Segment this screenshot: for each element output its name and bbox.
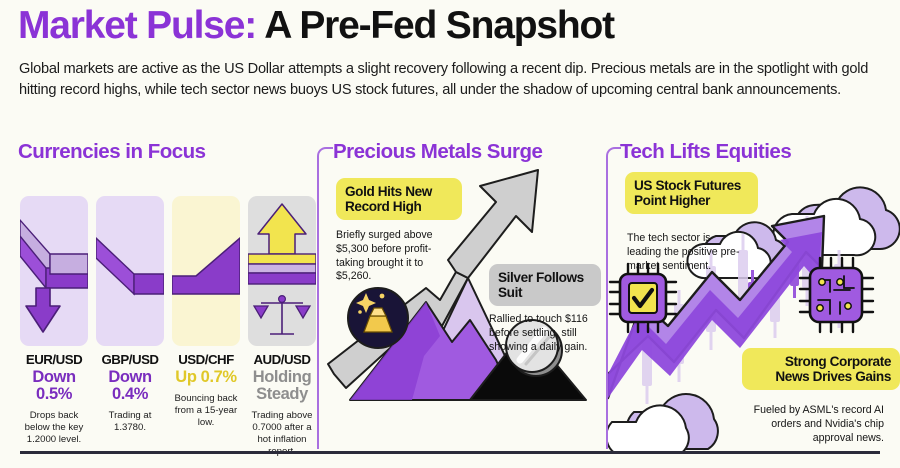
tech-badge-corporate-news: Strong Corporate News Drives Gains (742, 348, 900, 391)
tech-note-corporate-news: Fueled by ASML's record AI orders and Nv… (753, 404, 884, 444)
currency-move-value: Up 0.7% (175, 368, 237, 386)
declining-line-icon (96, 237, 164, 296)
metals-illustration (327, 169, 587, 401)
bottom-rule (20, 451, 880, 454)
chip-circuit-icon (798, 256, 875, 334)
chip-check-icon (608, 262, 678, 334)
title-main: A Pre-Fed Snapshot (264, 4, 615, 47)
section-heading-metals: Precious Metals Surge (333, 140, 543, 163)
up-arrow-balance-scale-icon (248, 203, 316, 335)
currency-note: Drops back below the key 1.2000 level. (24, 409, 84, 446)
currency-card-usd-chf[interactable]: USD/CHF Up 0.7% Bouncing back from a 15-… (172, 196, 240, 459)
currency-card-gbp-usd[interactable]: GBP/USD Down 0.4% Trading at 1.3780. (96, 196, 164, 459)
currency-card-eur-usd[interactable]: EUR/USD Down 0.5% Drops back below the k… (20, 196, 88, 459)
currency-card-list: EUR/USD Down 0.5% Drops back below the k… (20, 196, 316, 459)
currency-card-aud-usd[interactable]: AUD/USD Holding Steady Trading above 0.7… (248, 196, 316, 459)
currency-note: Bouncing back from a 15-year low. (174, 392, 238, 429)
silver-coin-icon (505, 319, 563, 377)
currency-pair-label: USD/CHF (178, 352, 234, 367)
currency-pair-label: GBP/USD (101, 352, 159, 367)
currency-note: Trading at 1.3780. (108, 409, 152, 433)
currency-move-value: Down 0.4% (108, 368, 152, 403)
section-heading-tech: Tech Lifts Equities (620, 140, 792, 163)
metals-badge-silver: Silver Follows Suit (489, 264, 601, 307)
cloud-icon-bottom (608, 393, 719, 452)
currency-move-value: Down 0.5% (32, 368, 76, 403)
section-bracket-tech (606, 147, 621, 449)
section-heading-currencies: Currencies in Focus (18, 140, 206, 163)
currency-card-visual (248, 196, 316, 346)
metals-badge-gold: Gold Hits New Record High (336, 178, 462, 221)
tech-illustration (608, 186, 900, 452)
currency-card-visual (172, 196, 240, 346)
tech-badge-us-futures: US Stock Futures Point Higher (625, 172, 758, 215)
metals-note-silver: Rallied to touch $116 before settling, s… (489, 313, 588, 353)
section-bracket-metals (317, 147, 333, 449)
currency-card-visual (96, 196, 164, 346)
page-title: Market Pulse: A Pre-Fed Snapshot (18, 4, 615, 48)
purple-up-arrow-icon (608, 214, 826, 400)
rising-area-icon (172, 237, 240, 295)
currency-pair-label: AUD/USD (253, 352, 311, 367)
currency-move-value: Holding Steady (252, 368, 312, 403)
currency-pair-label: EUR/USD (25, 352, 83, 367)
down-arrow-chart-icon (20, 218, 88, 333)
title-accent: Market Pulse: (18, 4, 257, 47)
gold-bar-icon (347, 287, 409, 349)
tech-note-us-futures: The tech sector is leading the positive … (627, 232, 740, 272)
page-subtitle: Global markets are active as the US Doll… (19, 61, 869, 99)
metals-note-gold: Briefly surged above $5,300 before profi… (336, 229, 433, 283)
currency-card-visual (20, 196, 88, 346)
